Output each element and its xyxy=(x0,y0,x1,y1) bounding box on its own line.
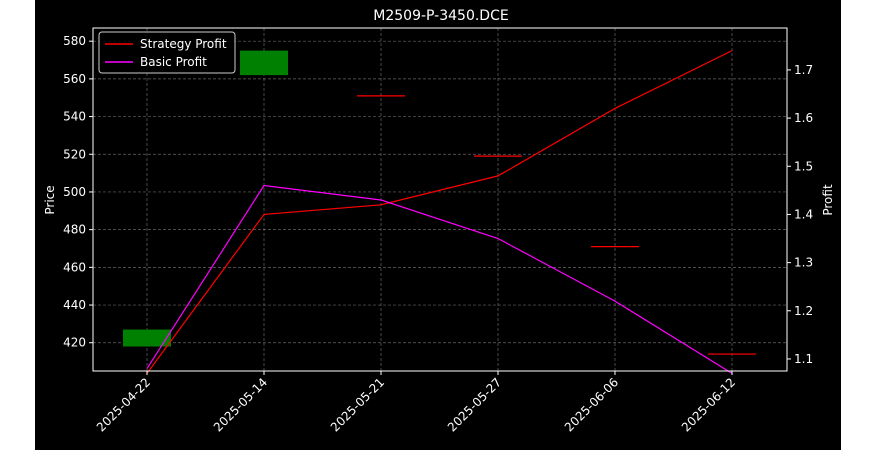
x-tick-label: 2025-05-14 xyxy=(211,375,270,434)
y2-tick-label: 1.5 xyxy=(794,159,813,173)
legend: Strategy Profit Basic Profit xyxy=(98,31,236,74)
y-tick-label: 420 xyxy=(63,336,86,350)
y-tick-label: 480 xyxy=(63,223,86,237)
y-tick-label: 580 xyxy=(63,34,86,48)
candle-body xyxy=(123,329,171,347)
y-tick-label: 440 xyxy=(63,298,86,312)
y2-axis-label: Profit xyxy=(821,184,835,216)
grid-lines xyxy=(93,28,787,371)
x-tick-label: 2025-04-22 xyxy=(94,375,153,434)
x-tick-label: 2025-06-12 xyxy=(679,375,738,434)
x-tick-label: 2025-06-06 xyxy=(562,375,621,434)
y2-tick-label: 1.2 xyxy=(794,304,813,318)
price-axis: 420 440 460 480 500 520 540 560 580 xyxy=(63,34,93,350)
profit-axis: 1.1 1.2 1.3 1.4 1.5 1.6 1.7 xyxy=(787,63,813,366)
y2-tick-label: 1.6 xyxy=(794,111,813,125)
plot-area-border xyxy=(92,27,788,372)
y2-tick-label: 1.3 xyxy=(794,256,813,270)
strategy-profit-line xyxy=(146,50,733,374)
y-tick-label: 520 xyxy=(63,147,86,161)
legend-label-basic-profit: Basic Profit xyxy=(140,55,207,69)
chart-title: M2509-P-3450.DCE xyxy=(373,8,508,24)
chart-canvas: M2509-P-3450.DCE 420 440 460 480 500 520 540 56… xyxy=(35,0,841,450)
candle-bars xyxy=(123,50,756,355)
x-tick-label: 2025-05-21 xyxy=(328,375,387,434)
basic-profit-line xyxy=(146,184,733,374)
date-axis: 2025-04-22 2025-05-14 2025-05-21 2025-05-27… xyxy=(94,371,738,434)
y-tick-label: 540 xyxy=(63,110,86,124)
y-tick-label: 500 xyxy=(63,185,86,199)
y-tick-label: 460 xyxy=(63,260,86,274)
legend-label-strategy-profit: Strategy Profit xyxy=(140,37,227,51)
y-tick-label: 560 xyxy=(63,72,86,86)
profit-lines xyxy=(146,50,733,374)
y2-tick-label: 1.7 xyxy=(794,63,813,77)
y-axis-label: Price xyxy=(43,185,57,214)
x-tick-label: 2025-05-27 xyxy=(445,375,504,434)
price-profit-chart: M2509-P-3450.DCE 420 440 460 480 500 520 540 56… xyxy=(43,8,835,434)
y2-tick-label: 1.1 xyxy=(794,352,813,366)
y2-tick-label: 1.4 xyxy=(794,207,813,221)
candle-body xyxy=(240,50,288,76)
